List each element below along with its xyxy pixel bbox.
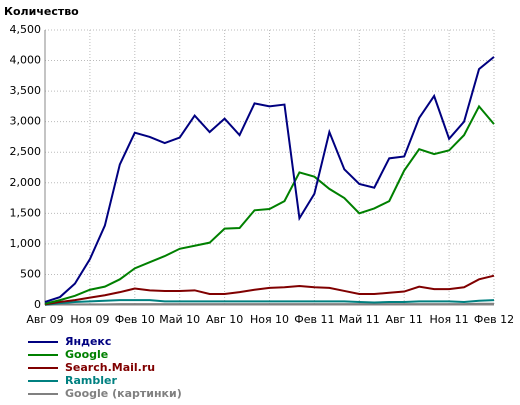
y-tick-label: 2,500 (10, 145, 42, 158)
x-tick-label: Фев 10 (115, 313, 155, 326)
y-tick-label: 4,500 (10, 23, 42, 36)
x-tick-label: Авг 09 (26, 313, 63, 326)
series-line (44, 56, 495, 303)
x-tick-label: Май 11 (339, 313, 380, 326)
y-tick-label: 500 (20, 267, 41, 280)
x-tick-label: Ноя 11 (430, 313, 469, 326)
y-tick-label: 1,500 (10, 206, 42, 219)
legend-label: Search.Mail.ru (65, 361, 155, 374)
y-tick-label: 3,000 (10, 115, 42, 128)
x-tick-label: Фев 12 (474, 313, 514, 326)
legend-label: Google (картинки) (65, 387, 182, 400)
chart-title: Количество (4, 5, 79, 18)
y-tick-label: 2,000 (10, 176, 42, 189)
y-tick-label: 0 (34, 298, 41, 311)
x-tick-label: Ноя 09 (70, 313, 109, 326)
series-line (44, 299, 495, 306)
series-line (44, 104, 495, 305)
x-tick-label: Авг 10 (206, 313, 243, 326)
y-tick-label: 3,500 (10, 84, 42, 97)
y-tick-label: 1,000 (10, 237, 42, 250)
series-line (44, 302, 494, 306)
legend-label: Яндекс (65, 335, 111, 348)
legend-label: Google (65, 348, 108, 361)
y-tick-label: 4,000 (10, 54, 42, 67)
legend-label: Rambler (65, 374, 117, 387)
x-tick-label: Май 10 (159, 313, 200, 326)
x-tick-label: Фев 11 (294, 313, 334, 326)
x-tick-label: Ноя 10 (250, 313, 289, 326)
series-line (44, 274, 495, 306)
x-tick-label: Авг 11 (386, 313, 423, 326)
